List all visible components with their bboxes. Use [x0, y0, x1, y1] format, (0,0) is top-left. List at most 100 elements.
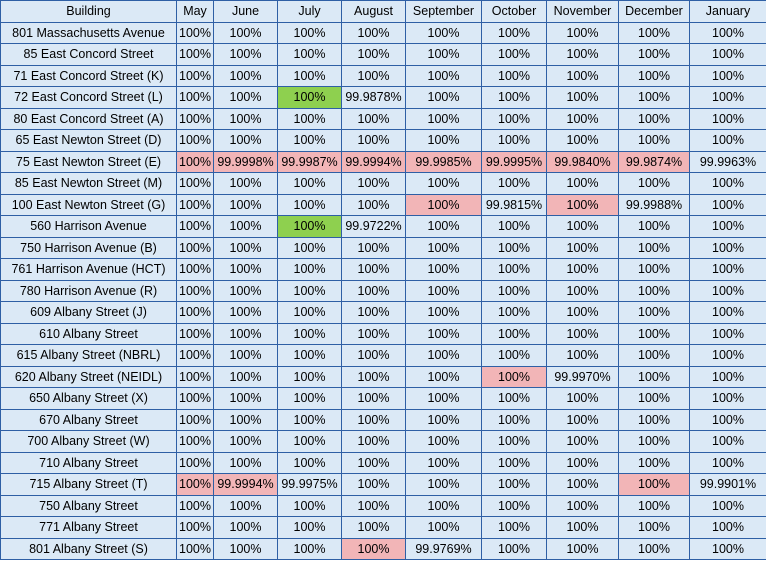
table-row: 771 Albany Street 100% 100% 100% 100% 100% 100… [0, 516, 766, 539]
uptime-cell: 100% [618, 494, 690, 517]
uptime-cell: 100% [405, 129, 482, 152]
table-row: 620 Albany Street (NEIDL) 100% 100% 100% 100… [0, 365, 766, 388]
uptime-cell: 100% [618, 279, 690, 302]
uptime-cell: 100% [481, 387, 547, 410]
uptime-cell: 100% [277, 215, 342, 238]
uptime-cell: 100% [618, 473, 690, 496]
uptime-cell: 100% [481, 258, 547, 281]
uptime-cell: 100% [277, 387, 342, 410]
uptime-cell: 100% [618, 365, 690, 388]
uptime-cell: 100% [689, 451, 766, 474]
uptime-cell: 99.9995% [481, 150, 547, 173]
header-row: Building May June July August September Octobe… [0, 0, 766, 23]
uptime-cell: 100% [277, 236, 342, 259]
building-name-cell: 75 East Newton Street (E) [0, 150, 177, 173]
uptime-cell: 100% [176, 193, 214, 216]
uptime-cell: 100% [405, 344, 482, 367]
uptime-cell: 100% [277, 64, 342, 87]
uptime-cell: 100% [277, 258, 342, 281]
table-row: 750 Albany Street 100% 100% 100% 100% 100% 100… [0, 494, 766, 517]
building-name-cell: 750 Albany Street [0, 494, 177, 517]
building-name-cell: 85 East Newton Street (M) [0, 172, 177, 195]
building-name-cell: 650 Albany Street (X) [0, 387, 177, 410]
uptime-cell: 100% [277, 86, 342, 109]
uptime-cell: 100% [277, 322, 342, 345]
uptime-cell: 100% [405, 408, 482, 431]
uptime-cell: 100% [618, 215, 690, 238]
uptime-cell: 99.9769% [405, 537, 482, 560]
uptime-cell: 100% [213, 43, 278, 66]
uptime-cell: 100% [689, 430, 766, 453]
uptime-cell: 100% [618, 344, 690, 367]
uptime-cell: 100% [481, 451, 547, 474]
uptime-cell: 100% [546, 301, 619, 324]
uptime-cell: 100% [481, 172, 547, 195]
uptime-cell: 100% [341, 365, 406, 388]
uptime-cell: 100% [689, 494, 766, 517]
uptime-cell: 99.9994% [213, 473, 278, 496]
building-name-cell: 65 East Newton Street (D) [0, 129, 177, 152]
uptime-cell: 100% [689, 43, 766, 66]
building-name-cell: 609 Albany Street (J) [0, 301, 177, 324]
uptime-cell: 100% [689, 322, 766, 345]
uptime-cell: 100% [689, 365, 766, 388]
uptime-cell: 100% [689, 86, 766, 109]
uptime-cell: 100% [689, 193, 766, 216]
building-name-cell: 801 Albany Street (S) [0, 537, 177, 560]
uptime-cell: 100% [341, 516, 406, 539]
uptime-cell: 100% [277, 107, 342, 130]
uptime-table: Building May June July August September Octobe… [0, 0, 766, 560]
uptime-cell: 100% [176, 494, 214, 517]
table-row: 72 East Concord Street (L) 100% 100% 100% 99… [0, 86, 766, 109]
building-name-cell: 620 Albany Street (NEIDL) [0, 365, 177, 388]
uptime-cell: 100% [689, 21, 766, 44]
uptime-cell: 100% [277, 430, 342, 453]
uptime-cell: 100% [176, 473, 214, 496]
uptime-cell: 100% [176, 408, 214, 431]
uptime-cell: 100% [176, 236, 214, 259]
table-body: 801 Massachusetts Avenue 100% 100% 100% 100%… [0, 21, 766, 560]
table-row: 610 Albany Street 100% 100% 100% 100% 100% 100… [0, 322, 766, 345]
uptime-cell: 100% [176, 258, 214, 281]
uptime-cell: 100% [277, 451, 342, 474]
uptime-cell: 100% [481, 279, 547, 302]
building-name-cell: 801 Massachusetts Avenue [0, 21, 177, 44]
uptime-cell: 100% [481, 236, 547, 259]
uptime-cell: 100% [213, 107, 278, 130]
uptime-cell: 100% [546, 494, 619, 517]
uptime-cell: 100% [213, 193, 278, 216]
table-row: 761 Harrison Avenue (HCT) 100% 100% 100% 100… [0, 258, 766, 281]
uptime-cell: 100% [341, 172, 406, 195]
uptime-cell: 99.9840% [546, 150, 619, 173]
uptime-cell: 99.9970% [546, 365, 619, 388]
uptime-cell: 100% [176, 430, 214, 453]
uptime-cell: 100% [481, 344, 547, 367]
column-header-june: June [213, 0, 278, 23]
uptime-cell: 99.9998% [213, 150, 278, 173]
uptime-cell: 100% [405, 215, 482, 238]
uptime-cell: 100% [618, 172, 690, 195]
uptime-cell: 100% [341, 451, 406, 474]
uptime-cell: 100% [546, 21, 619, 44]
uptime-cell: 100% [689, 301, 766, 324]
column-header-september: September [405, 0, 482, 23]
uptime-cell: 100% [618, 322, 690, 345]
uptime-cell: 100% [213, 387, 278, 410]
uptime-cell: 100% [405, 516, 482, 539]
uptime-cell: 99.9988% [618, 193, 690, 216]
uptime-cell: 100% [341, 193, 406, 216]
building-name-cell: 610 Albany Street [0, 322, 177, 345]
uptime-cell: 100% [618, 258, 690, 281]
uptime-cell: 100% [618, 516, 690, 539]
table-row: 715 Albany Street (T) 100% 99.9994% 99.9975… [0, 473, 766, 496]
uptime-cell: 100% [176, 215, 214, 238]
uptime-cell: 100% [689, 387, 766, 410]
uptime-cell: 99.9874% [618, 150, 690, 173]
column-header-july: July [277, 0, 342, 23]
uptime-cell: 100% [546, 322, 619, 345]
uptime-cell: 100% [176, 129, 214, 152]
column-header-october: October [481, 0, 547, 23]
uptime-cell: 100% [405, 86, 482, 109]
uptime-cell: 100% [341, 494, 406, 517]
uptime-cell: 100% [176, 279, 214, 302]
